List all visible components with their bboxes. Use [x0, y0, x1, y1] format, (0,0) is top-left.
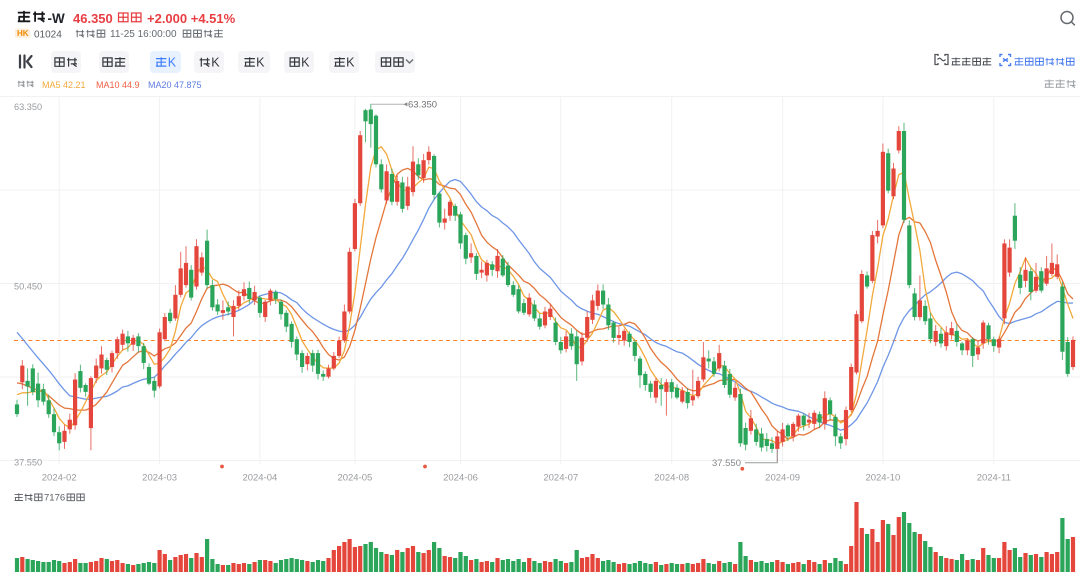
- svg-text:K: K: [256, 55, 265, 69]
- svg-text:7176: 7176: [44, 493, 65, 504]
- svg-text:K: K: [346, 55, 355, 69]
- svg-text:37.550: 37.550: [14, 458, 42, 468]
- svg-text:2024-02: 2024-02: [42, 473, 77, 484]
- svg-text:63.350: 63.350: [408, 100, 437, 111]
- svg-text:HK: HK: [17, 29, 29, 38]
- svg-text:MA20 47.875: MA20 47.875: [148, 80, 202, 90]
- svg-text:37.550: 37.550: [712, 458, 741, 469]
- svg-text:01024: 01024: [34, 30, 62, 41]
- svg-text:2024-10: 2024-10: [865, 473, 900, 484]
- svg-text:MA10 44.9: MA10 44.9: [96, 80, 140, 90]
- svg-text:+2.000 +4.51%: +2.000 +4.51%: [147, 11, 236, 26]
- svg-text:K: K: [301, 55, 310, 69]
- svg-text:2024-06: 2024-06: [443, 473, 478, 484]
- svg-text:63.350: 63.350: [14, 102, 42, 112]
- svg-text:K: K: [211, 55, 220, 69]
- svg-text:-W: -W: [48, 11, 65, 26]
- svg-text:2024-05: 2024-05: [337, 473, 372, 484]
- svg-text:2024-04: 2024-04: [242, 473, 277, 484]
- svg-text:2024-11: 2024-11: [977, 473, 1011, 484]
- svg-text:50.450: 50.450: [14, 282, 42, 292]
- svg-text:11-25 16:00:00: 11-25 16:00:00: [110, 29, 177, 40]
- svg-text:2024-07: 2024-07: [543, 473, 578, 484]
- svg-text:46.350: 46.350: [73, 11, 113, 26]
- svg-text:2024-03: 2024-03: [142, 473, 177, 484]
- svg-text:2024-08: 2024-08: [654, 473, 689, 484]
- svg-text:MA5 42.21: MA5 42.21: [42, 80, 86, 90]
- svg-text:2024-09: 2024-09: [765, 473, 800, 484]
- svg-text:K: K: [168, 55, 177, 69]
